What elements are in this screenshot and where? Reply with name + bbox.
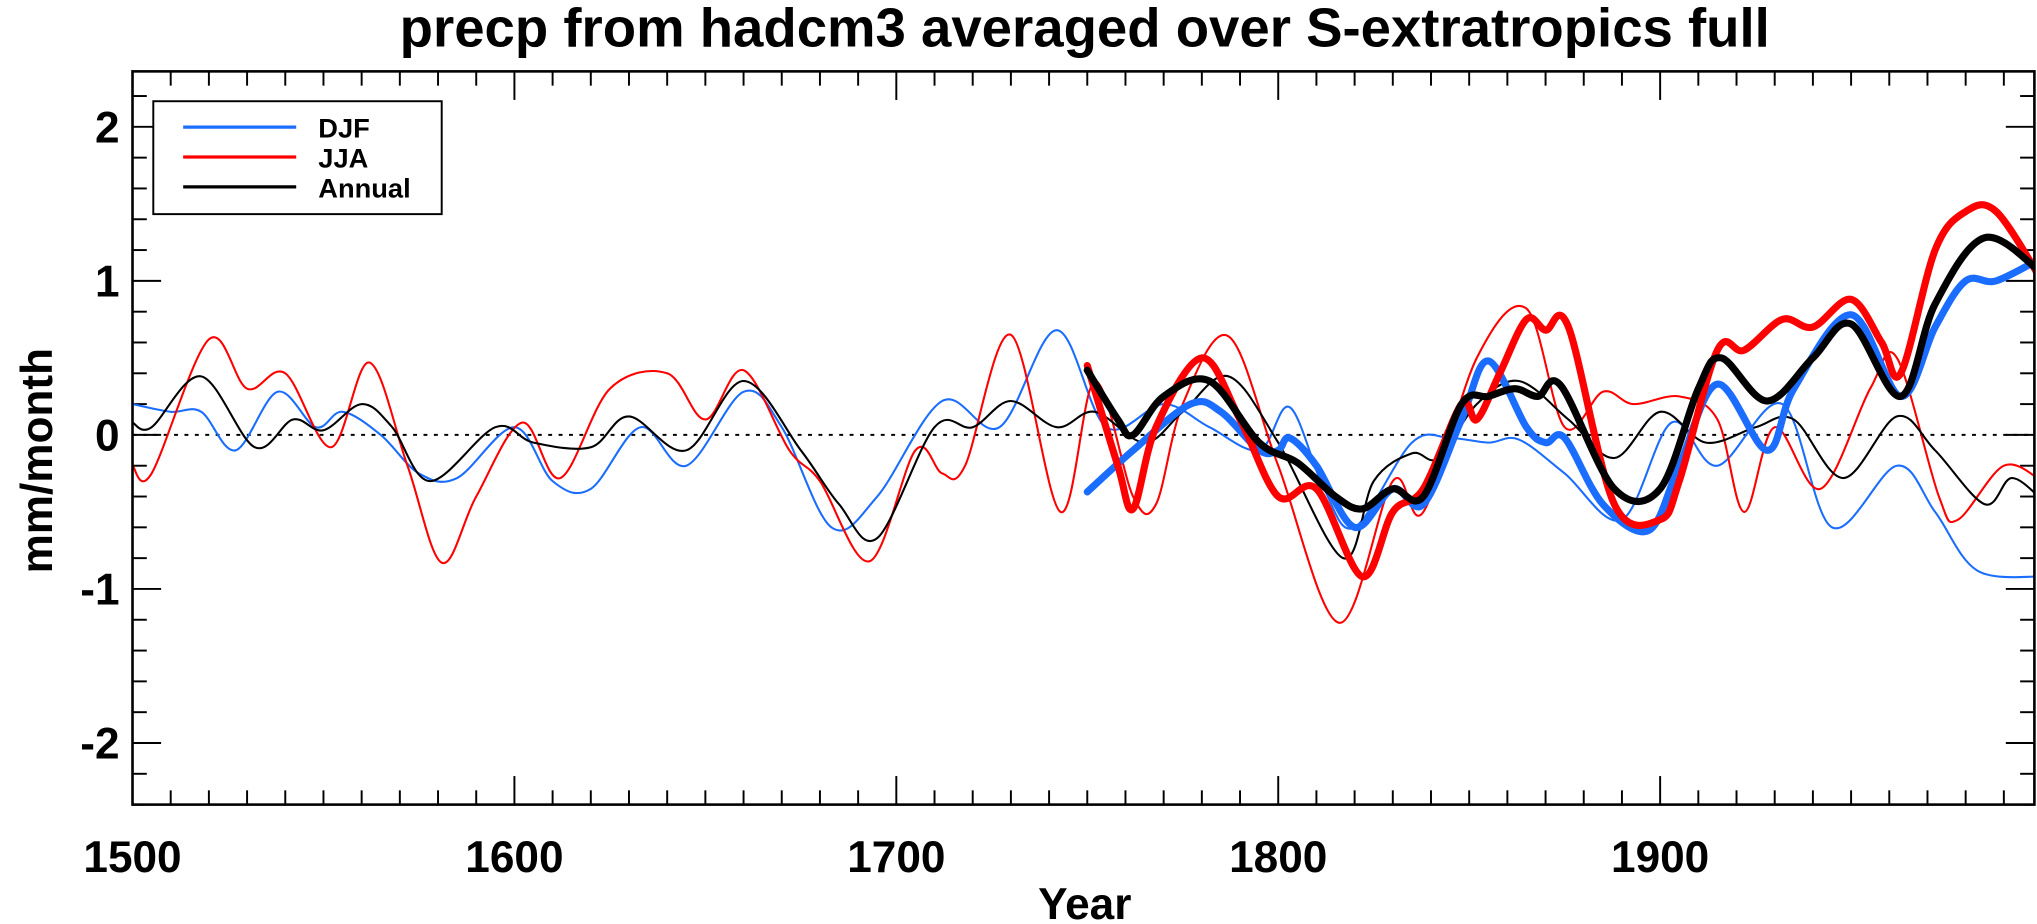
x-tick-labels: 1500 1600 1700 1800 1900	[83, 833, 1709, 882]
plot-frame	[131, 70, 2036, 806]
series-lines	[132, 201, 2035, 624]
legend: DJF JJA Annual	[152, 100, 443, 216]
legend-label-djf: DJF	[318, 113, 370, 144]
x-tick-label: 1700	[847, 833, 945, 882]
y-tick-label: -2	[80, 720, 119, 769]
y-tick-label: -1	[80, 566, 119, 615]
y-tick-label: 1	[95, 257, 120, 306]
y-tick-labels: -2 -1 0 1 2	[80, 103, 119, 768]
x-tick-label: 1500	[83, 833, 181, 882]
legend-label-jja: JJA	[318, 142, 368, 173]
x-tick-label: 1600	[465, 833, 563, 882]
y-axis-label: mm/month	[13, 348, 62, 573]
x-tick-label: 1800	[1229, 833, 1327, 882]
series-line-annual-thin	[132, 374, 2035, 560]
legend-label-annual: Annual	[318, 172, 410, 203]
y-tick-label: 0	[95, 412, 120, 461]
x-tick-label: 1900	[1611, 833, 1709, 882]
chart-title: precp from hadcm3 averaged over S-extrat…	[400, 0, 1770, 59]
series-line-annual-thick	[1083, 233, 2035, 513]
series-line-jja-thin	[132, 304, 2035, 624]
x-axis-label: Year	[1038, 880, 1131, 924]
y-tick-label: 2	[95, 103, 120, 152]
